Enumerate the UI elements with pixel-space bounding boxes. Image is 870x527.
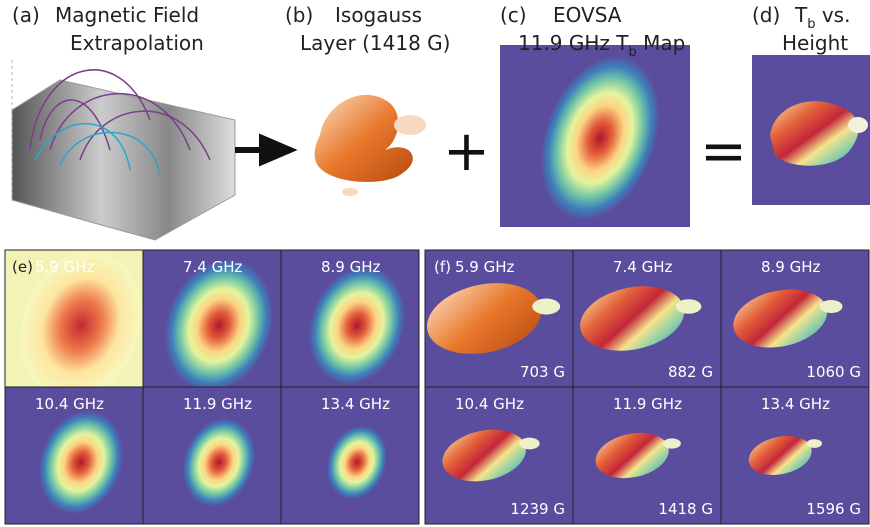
panel-label: (c) <box>500 3 527 27</box>
panel-title: Isogauss <box>335 3 422 27</box>
frequency-label: 11.9 GHz <box>613 395 682 413</box>
field-label: 703 G <box>520 363 565 381</box>
frequency-label: 10.4 GHz <box>35 395 104 413</box>
frequency-label: 10.4 GHz <box>455 395 524 413</box>
panel-label: (f) <box>434 258 451 276</box>
panel-title: EOVSA <box>553 3 622 27</box>
field-label: 1060 G <box>806 363 861 381</box>
panel-title: Height <box>782 31 848 55</box>
frequency-label: 7.4 GHz <box>613 258 673 276</box>
panel-title: Layer (1418 G) <box>300 31 450 55</box>
arrow <box>235 138 290 162</box>
equals: = <box>700 119 747 184</box>
panel-title: Magnetic Field <box>55 3 199 27</box>
field-label: 882 G <box>668 363 713 381</box>
frequency-label: 13.4 GHz <box>761 395 830 413</box>
surface-fragment <box>807 439 822 448</box>
field-label: 1596 G <box>806 500 861 518</box>
surface-fragment <box>820 300 843 313</box>
frequency-label: 13.4 GHz <box>321 395 390 413</box>
panel-title: Tb vs. <box>794 3 850 32</box>
field-label: 1239 G <box>510 500 565 518</box>
surface-fragment <box>663 438 681 448</box>
frequency-label: 8.9 GHz <box>761 258 821 276</box>
frequency-label: 8.9 GHz <box>321 258 381 276</box>
tb-height-image <box>752 55 870 205</box>
frequency-label: 5.9 GHz <box>35 258 95 276</box>
isogauss-image <box>315 95 426 196</box>
frequency-label: 11.9 GHz <box>183 395 252 413</box>
panel-label: (e) <box>12 258 33 276</box>
plus: + <box>443 119 490 184</box>
subscript: b <box>807 17 815 32</box>
surface-fragment <box>532 299 560 315</box>
eovsa-map <box>500 39 690 236</box>
panel-label: (a) <box>12 3 40 27</box>
panel-label: (b) <box>285 3 313 27</box>
panel-label: (d) <box>752 3 780 27</box>
text-part: 11.9 GHz T <box>518 31 629 55</box>
extrapolation-image <box>12 60 235 240</box>
field-label: 1418 G <box>658 500 713 518</box>
surface-fragment <box>519 438 539 450</box>
figure: (a) Magnetic Field Extrapolation (b) Isogaus… <box>0 0 870 527</box>
surface-fragment <box>676 299 701 314</box>
frequency-label: 5.9 GHz <box>455 258 515 276</box>
subscript: b <box>629 45 637 60</box>
text-part: Map <box>637 31 686 55</box>
frequency-label: 7.4 GHz <box>183 258 243 276</box>
panel-title: Extrapolation <box>70 31 204 55</box>
text-part: T <box>794 3 808 27</box>
text-part: vs. <box>815 3 850 27</box>
